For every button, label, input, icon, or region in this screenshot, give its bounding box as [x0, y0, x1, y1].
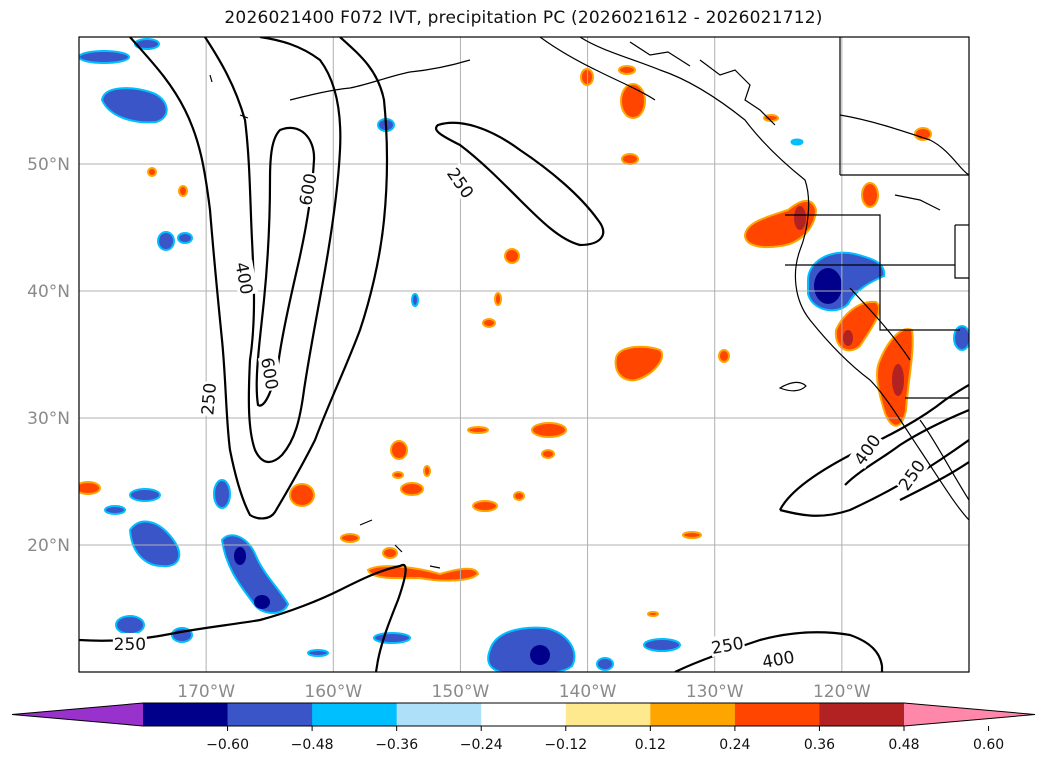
colorbar-outline: [11, 702, 1036, 727]
longitude-tick-label: 150°W: [432, 682, 490, 702]
contour-label: 400: [851, 431, 886, 469]
colorbar-tick-label: 0.48: [888, 737, 919, 753]
colorbar-tick-label: 0.60: [973, 737, 1004, 753]
colorbar-tick-label: −0.36: [375, 737, 418, 753]
contour-label-bg: [708, 631, 746, 658]
longitude-tick-label: 160°W: [304, 682, 362, 702]
colorbar-segment: [565, 703, 651, 726]
colorbar-tick-label: −0.12: [544, 737, 587, 753]
contour-label: 250: [442, 165, 477, 203]
negative-anomaly-regions: [79, 38, 969, 672]
latitude-tick-label: 30°N: [27, 409, 70, 429]
contour-label: 250: [198, 382, 221, 416]
longitude-tick-label: 130°W: [686, 682, 744, 702]
contour-label: 250: [114, 635, 146, 655]
map-frame: [78, 36, 970, 673]
contour-label-bg: [443, 162, 480, 203]
contour-label-bg: [893, 454, 929, 495]
colorbar-segment: [734, 703, 820, 726]
grid-lines: [79, 37, 969, 672]
colorbar: −0.60 −0.48 −0.36 −0.24 −0.12 0.12 0.24 0.36 0.4…: [11, 702, 1036, 753]
contour-label-bg: [848, 429, 885, 469]
colorbar-tick-label: −0.60: [206, 737, 249, 753]
colorbar-segment: [481, 703, 567, 726]
colorbar-tick-label: 0.12: [635, 737, 666, 753]
contour-label: 600: [296, 172, 321, 207]
latitude-tick-label: 40°N: [27, 282, 70, 302]
colorbar-low-extend: [12, 703, 143, 726]
colorbar-segment: [227, 703, 313, 726]
latitude-tick-label: 20°N: [27, 536, 70, 556]
colorbar-tick-label: 0.36: [804, 737, 835, 753]
latitude-tick-label: 50°N: [27, 155, 70, 175]
contour-label-bg: [294, 170, 320, 208]
contour-label-bg: [759, 645, 797, 672]
contour-label-bg: [257, 354, 284, 392]
colorbar-segment: [396, 703, 482, 726]
longitude-tick-label: 120°W: [813, 682, 871, 702]
latitude-labels: 20°N 30°N 40°N 50°N: [27, 155, 70, 556]
positive-anomaly-regions: [79, 65, 932, 617]
ivt-contours: [79, 37, 969, 672]
contour-label: 250: [710, 634, 745, 659]
contour-label: 600: [256, 356, 281, 391]
longitude-tick-label: 140°W: [559, 682, 617, 702]
contour-label-bg: [232, 259, 259, 297]
colorbar-segment: [143, 703, 229, 726]
longitude-labels: 170°W 160°W 150°W 140°W 130°W 120°W: [177, 682, 871, 702]
colorbar-high-extend: [904, 703, 1035, 726]
map-title: 2026021400 F072 IVT, precipitation PC (2…: [224, 8, 823, 28]
contour-label: 400: [761, 648, 796, 673]
colorbar-tick-label: −0.24: [460, 737, 503, 753]
coastlines: [209, 37, 969, 569]
colorbar-tick-label: 0.24: [719, 737, 750, 753]
contour-label-bg: [196, 381, 220, 417]
contour-label: 250: [895, 457, 930, 495]
colorbar-segment: [650, 703, 736, 726]
colorbar-tick-label: −0.48: [291, 737, 334, 753]
colorbar-segment: [819, 703, 905, 726]
colorbar-segment: [312, 703, 398, 726]
longitude-tick-label: 170°W: [177, 682, 235, 702]
contour-label-bg: [112, 633, 147, 654]
